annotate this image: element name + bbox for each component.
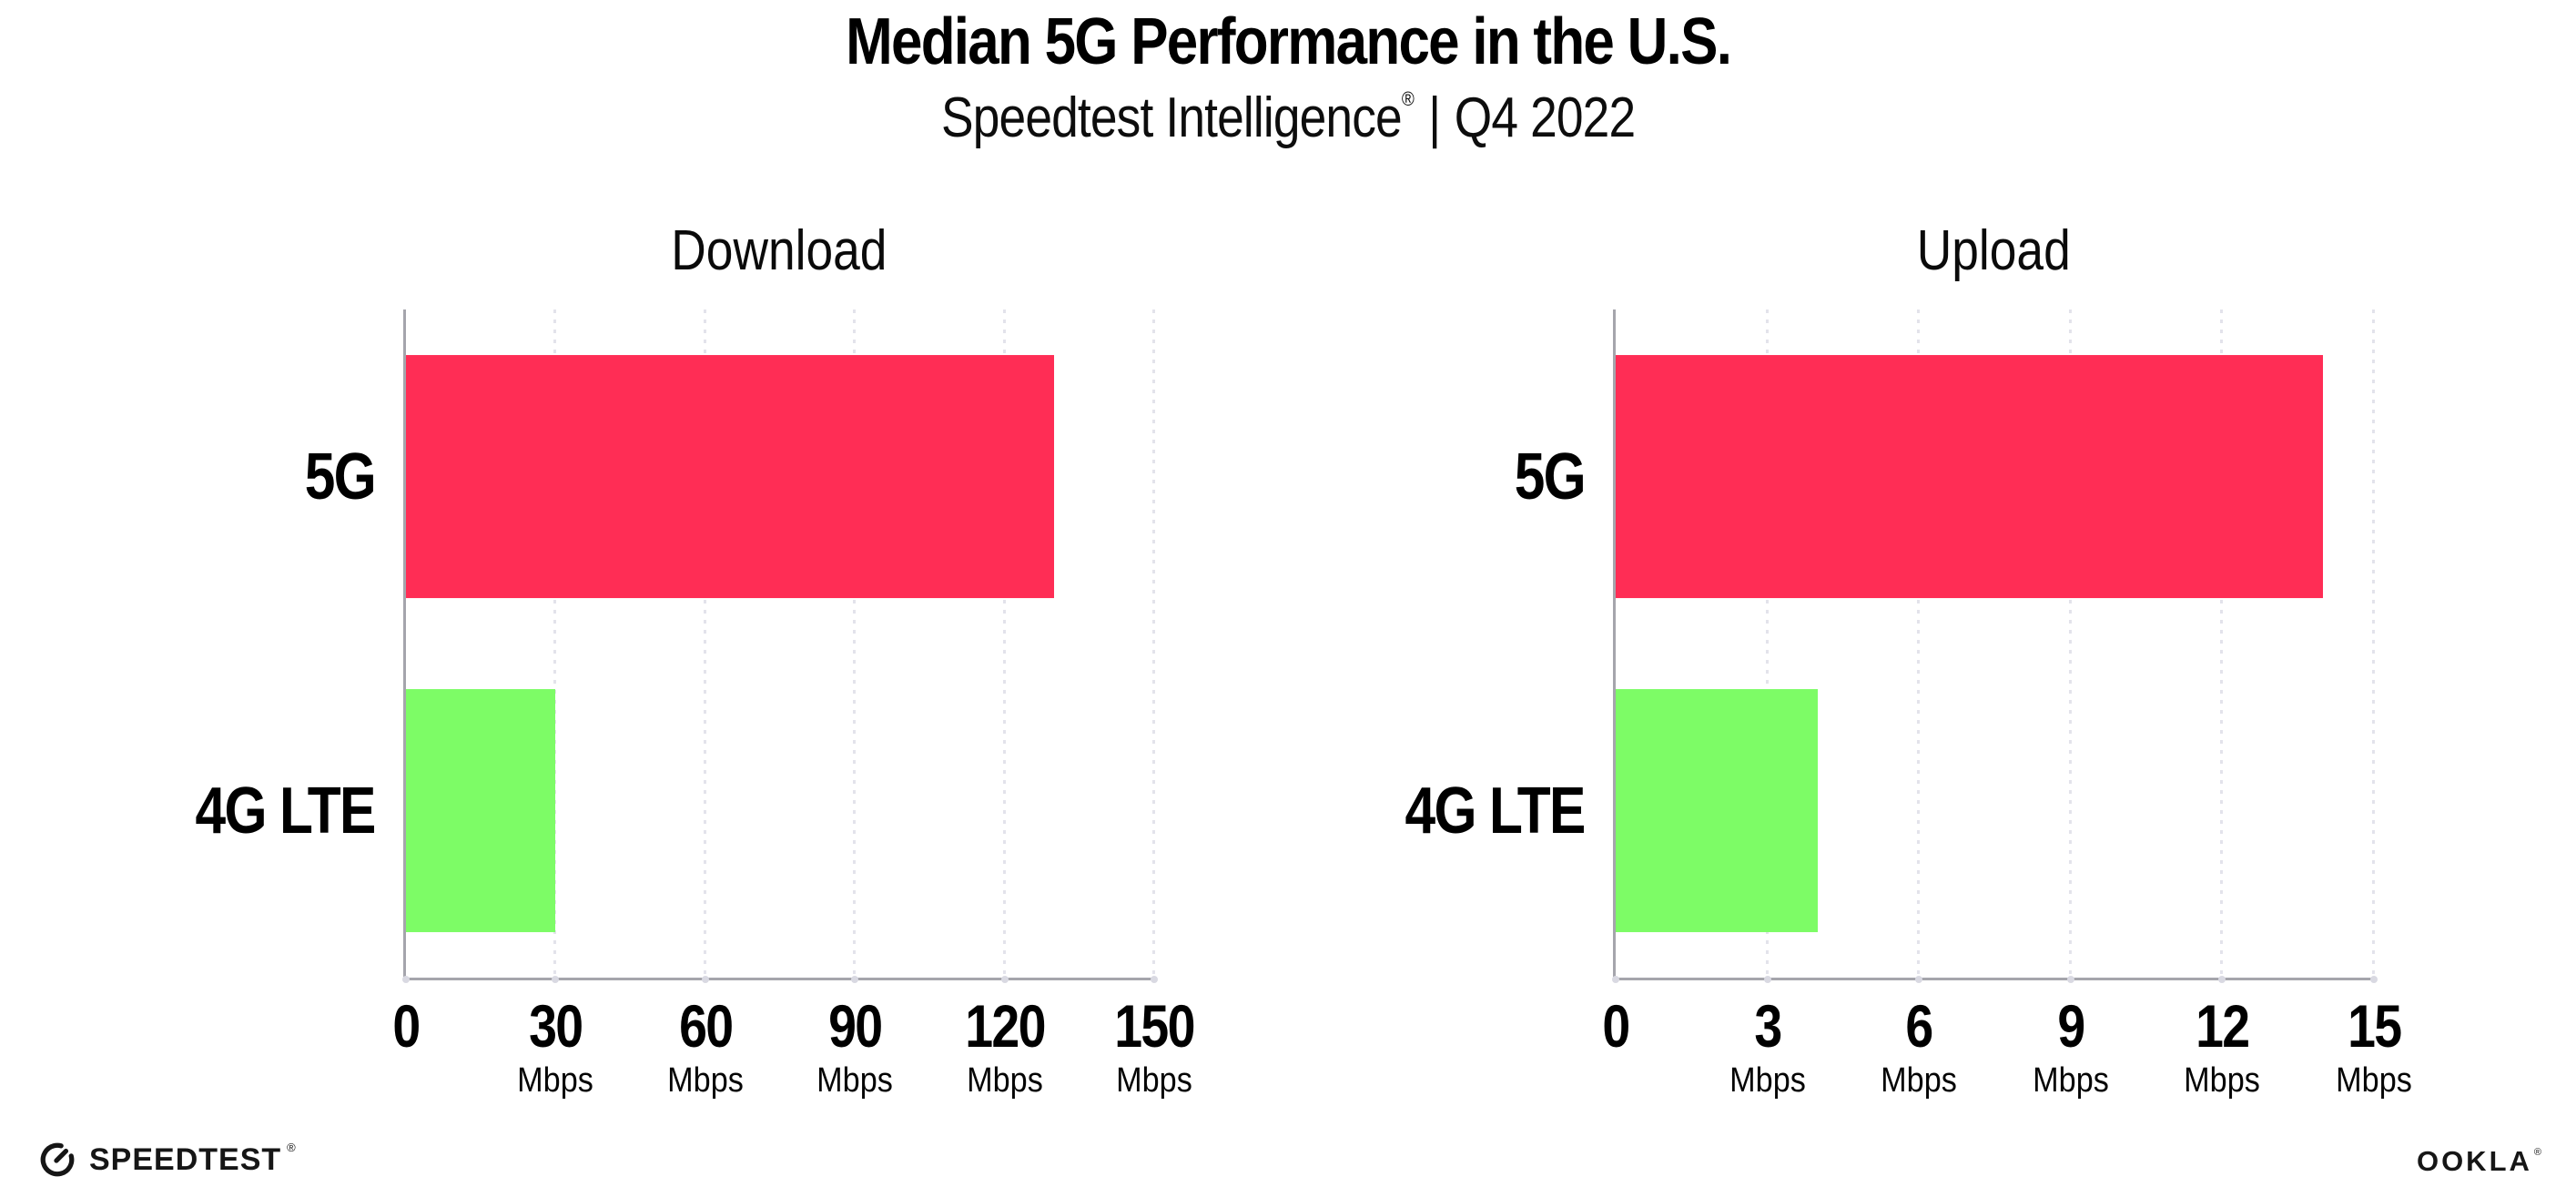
speedtest-gauge-icon [40,1142,75,1177]
x-tick-unit: Mbps [517,1061,594,1100]
subtitle-brand: Speedtest Intelligence [940,86,1403,149]
speedtest-registered-mark: ® [287,1141,296,1154]
axis-tick-dot-12 [2218,976,2226,983]
download-chart: Download 0 30 Mbps 60 Mbps 90 Mbps 120 Mbps 150 Mb… [196,223,1196,1142]
gridline-6 [1917,309,1921,978]
ookla-logo: OOKLA ® [2417,1147,2541,1175]
x-tick-120: 120 Mbps [958,996,1052,1098]
axis-tick-dot-9 [2066,976,2074,983]
header: Median 5G Performance in the U.S. Speedt… [0,0,2576,147]
gridline-30 [553,309,557,978]
x-tick-value: 30 [529,992,583,1060]
x-tick-unit: Mbps [2032,1061,2109,1100]
x-tick-value: 60 [678,992,734,1060]
x-tick-value: 3 [1754,992,1782,1060]
download-chart-title-text: Download [670,219,887,282]
x-tick-unit: Mbps [1729,1061,1806,1100]
upload-chart-title: Upload [1613,223,2374,279]
x-tick-value: 150 [1114,992,1195,1060]
category-label-4g-lte: 4G LTE [1405,774,1587,847]
x-tick-value: 90 [828,992,883,1060]
x-tick-value: 6 [1905,992,1934,1060]
bar-band-4g-lte [406,644,1154,978]
category-label-5g: 5G [1514,440,1587,513]
x-tick-0: 0 [390,996,422,1056]
x-tick-30: 30 Mbps [513,996,598,1098]
gridline-90 [853,309,857,978]
x-tick-15: 15 Mbps [2332,996,2417,1098]
page-subtitle: Speedtest Intelligence® | Q4 2022 [0,89,2576,147]
axis-tick-dot-90 [851,976,859,983]
bar-4g-lte [1616,688,1819,933]
gridline-60 [703,309,706,978]
gridline-3 [1765,309,1769,978]
gridline-9 [2068,309,2072,978]
gridline-150 [1152,309,1155,978]
registered-trademark-mark: ® [1401,87,1415,110]
x-tick-unit: Mbps [2184,1061,2261,1100]
axis-tick-dot-15 [2370,976,2378,983]
x-tick-value: 120 [964,992,1046,1060]
bar-band-5g [1616,309,2374,644]
x-tick-unit: Mbps [966,1061,1043,1100]
ookla-logo-text: OOKLA [2416,1145,2532,1177]
download-chart-title: Download [403,223,1154,279]
page-title-text: Median 5G Performance in the U.S. [845,5,1732,78]
x-tick-90: 90 Mbps [813,996,898,1098]
upload-chart-title-text: Upload [1916,219,2071,282]
x-tick-60: 60 Mbps [663,996,747,1098]
axis-tick-dot-0 [1612,976,1619,983]
x-tick-unit: Mbps [2336,1061,2412,1100]
category-label-5g: 5G [304,440,377,513]
subtitle-separator: | [1428,86,1441,149]
download-plot-area: 0 30 Mbps 60 Mbps 90 Mbps 120 Mbps 150 Mbps 5G 4G LT… [196,309,1195,1098]
axis-tick-dot-120 [1000,976,1009,983]
x-tick-150: 150 Mbps [1107,996,1202,1098]
x-tick-6: 6 Mbps [1877,996,1962,1098]
x-tick-value: 0 [1602,992,1630,1060]
upload-plot-area: 0 3 Mbps 6 Mbps 9 Mbps 12 Mbps 15 Mbps 5G 4G LTE [1405,309,2412,1098]
x-tick-3: 3 Mbps [1725,996,1810,1098]
bar-4g-lte [406,688,556,933]
axis-tick-dot-150 [1151,976,1158,983]
x-tick-unit: Mbps [666,1061,744,1100]
x-tick-unit: Mbps [1116,1061,1192,1100]
axis-tick-dot-30 [552,976,560,983]
x-tick-unit: Mbps [1881,1061,1958,1100]
x-tick-value: 0 [392,992,421,1060]
gridline-15 [2372,309,2375,978]
axis-tick-dot-6 [1915,976,1923,983]
gridline-12 [2220,309,2224,978]
bar-5g [406,354,1055,599]
subtitle-period: Q4 2022 [1454,86,1636,149]
bar-5g [1616,354,2324,599]
category-label-4g-lte: 4G LTE [195,774,377,847]
speedtest-logo: SPEEDTEST ® [38,1141,296,1179]
axis-tick-dot-3 [1763,976,1771,983]
axis-tick-dot-0 [402,976,410,983]
x-tick-9: 9 Mbps [2028,996,2113,1098]
axis-tick-dot-60 [701,976,709,983]
gridline-120 [1002,309,1006,978]
x-tick-12: 12 Mbps [2180,996,2265,1098]
x-tick-unit: Mbps [816,1061,894,1100]
ookla-registered-mark: ® [2533,1147,2541,1158]
page-title: Median 5G Performance in the U.S. [0,9,2576,75]
x-tick-0: 0 [1600,996,1632,1056]
x-tick-value: 9 [2057,992,2085,1060]
upload-chart: Upload 0 3 Mbps 6 Mbps 9 Mbps 12 Mbps 15 Mbps 5G 4G … [1405,223,2412,1142]
bar-band-4g-lte [1616,644,2374,978]
x-tick-value: 12 [2196,992,2250,1060]
x-tick-value: 15 [2347,992,2402,1060]
speedtest-logo-text: SPEEDTEST [89,1142,282,1177]
footer: SPEEDTEST ® OOKLA ® [0,1115,2576,1197]
bar-band-5g [406,309,1154,644]
